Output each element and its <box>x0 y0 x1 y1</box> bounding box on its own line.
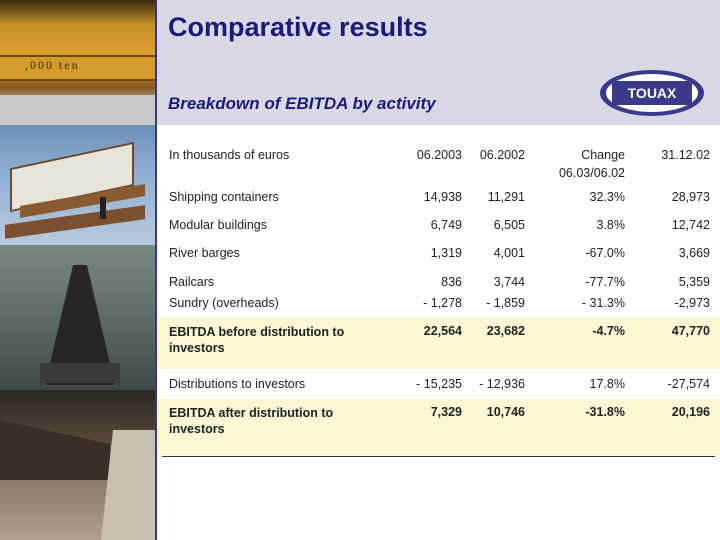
crane-text-2: ten <box>59 58 80 72</box>
row-label: Railcars <box>169 275 215 289</box>
touax-logo: TOUAX <box>598 68 706 123</box>
container-crane-photo: ,000 ten <box>0 0 155 125</box>
cell-value: 3.8% <box>596 218 626 232</box>
cell-value: -31.8% <box>585 405 625 419</box>
column-header: 31.12.02 <box>661 148 710 162</box>
cell-value: 7,329 <box>430 405 462 419</box>
cell-value: 3,669 <box>678 246 710 260</box>
highlight-row-bg <box>157 399 720 455</box>
cell-value: 836 <box>441 275 462 289</box>
cell-value: 14,938 <box>423 190 462 204</box>
row-label: Distributions to investors <box>169 377 306 391</box>
cell-value: -2,973 <box>674 296 710 310</box>
cell-value: 17.8% <box>589 377 625 391</box>
row-label: River barges <box>169 246 240 260</box>
highlight-row-bg <box>157 317 720 369</box>
page-title: Comparative results <box>168 12 428 42</box>
cell-value: -67.0% <box>585 246 625 260</box>
cell-value: - 15,235 <box>416 377 462 391</box>
river-barge-photo <box>0 245 155 390</box>
cell-value: 5,359 <box>678 275 710 289</box>
row-label: EBITDA after distribution to investors <box>169 406 334 436</box>
column-header: Change <box>581 148 625 162</box>
cell-value: 11,291 <box>487 190 525 204</box>
cell-value: 4,001 <box>493 246 525 260</box>
cell-value: - 1,278 <box>423 296 462 310</box>
cell-value: 6,505 <box>493 218 525 232</box>
vertical-divider <box>155 0 157 540</box>
unit-label: In thousands of euros <box>169 148 290 162</box>
cell-value: 23,682 <box>486 324 525 338</box>
table-bottom-rule <box>162 456 715 457</box>
row-label: Shipping containers <box>169 190 279 204</box>
cell-value: - 31.3% <box>581 296 625 310</box>
cell-value: 20,196 <box>671 405 710 419</box>
cell-value: -4.7% <box>592 324 625 338</box>
row-label: Modular buildings <box>169 218 267 232</box>
logo-text: TOUAX <box>628 85 677 101</box>
cell-value: 10,746 <box>486 405 525 419</box>
cell-value: 32.3% <box>589 190 625 204</box>
cell-value: 6,749 <box>430 218 462 232</box>
ebitda-table: In thousands of euros 06.2003 06.2002 Ch… <box>157 125 720 540</box>
row-label: Sundry (overheads) <box>169 296 279 310</box>
cell-value: 22,564 <box>423 324 462 338</box>
cell-value: -27,574 <box>667 377 710 391</box>
page-subtitle: Breakdown of EBITDA by activity <box>168 94 436 113</box>
cell-value: - 1,859 <box>486 296 525 310</box>
railcar-photo <box>0 390 155 540</box>
column-header: 06.2003 <box>416 148 462 162</box>
column-header: 06.2002 <box>479 148 525 162</box>
column-header: 06.03/06.02 <box>558 166 625 180</box>
photo-strip: ,000 ten <box>0 0 155 540</box>
cell-value: 1,319 <box>430 246 462 260</box>
cell-value: -77.7% <box>585 275 625 289</box>
row-label: EBITDA before distribution to investors <box>169 325 345 355</box>
cell-value: 12,742 <box>671 218 710 232</box>
cell-value: 47,770 <box>671 324 710 338</box>
modular-building-photo <box>0 125 155 245</box>
cell-value: 3,744 <box>493 275 525 289</box>
cell-value: - 12,936 <box>479 377 525 391</box>
cell-value: 28,973 <box>671 190 710 204</box>
crane-text: ,000 <box>25 58 59 72</box>
